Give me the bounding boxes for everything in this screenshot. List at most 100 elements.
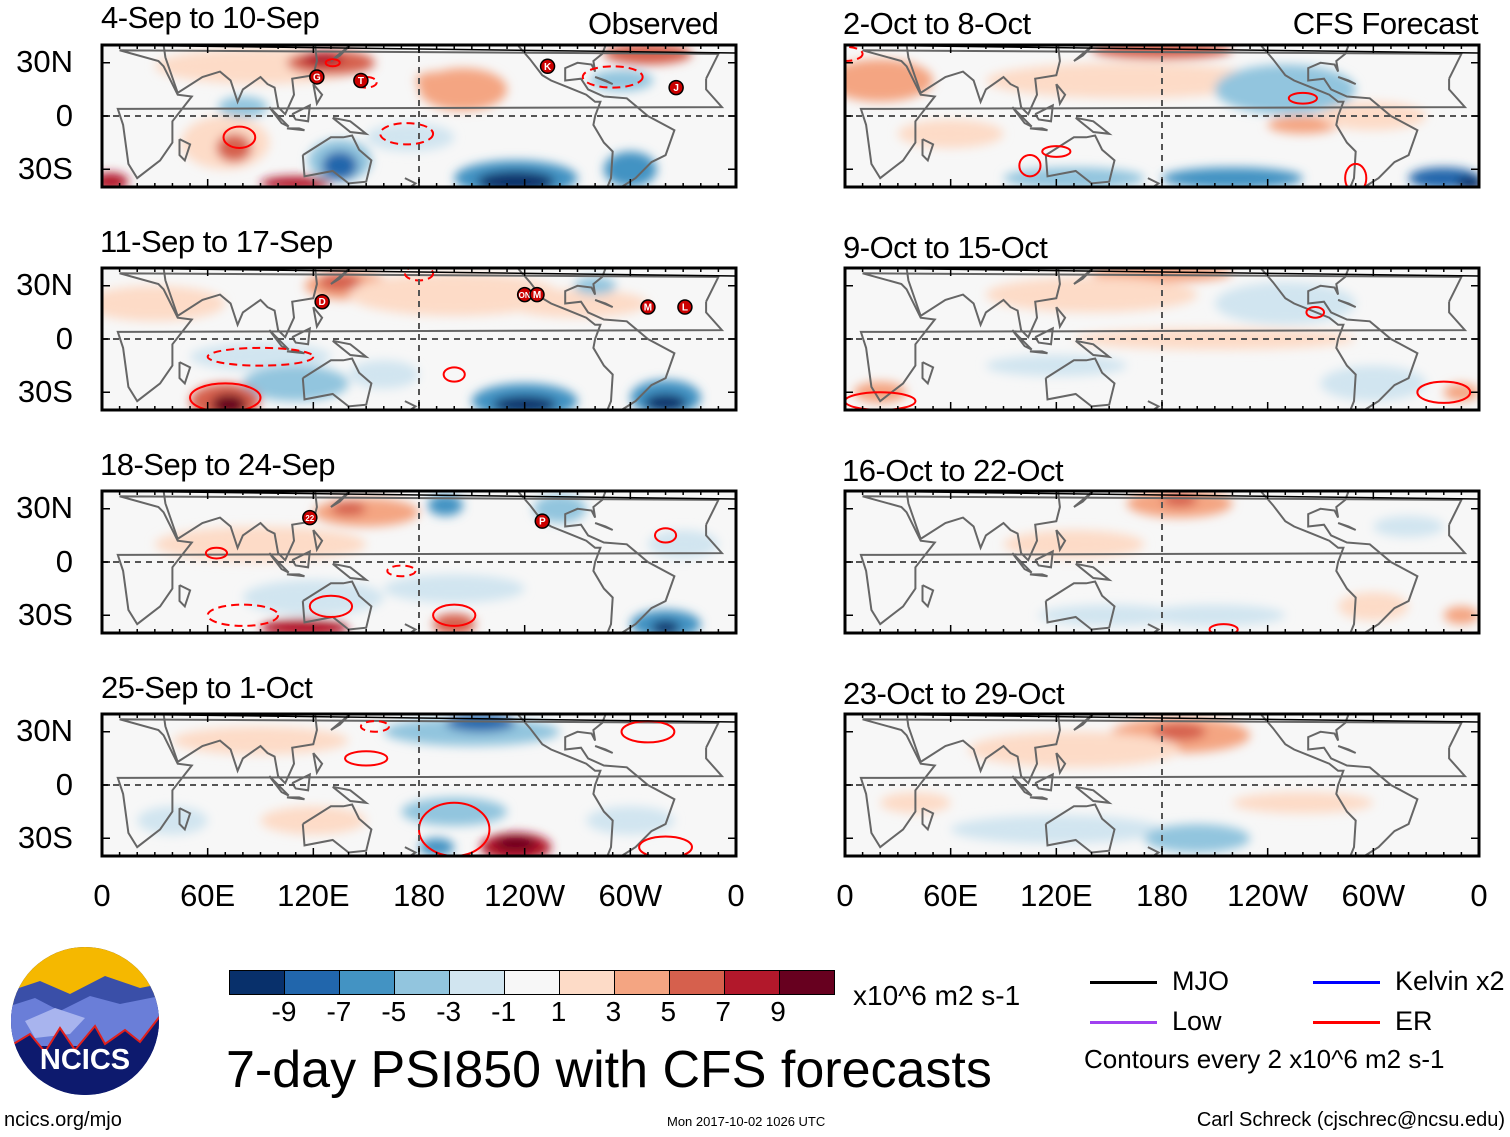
coastline xyxy=(921,138,935,163)
coastline xyxy=(594,298,614,309)
coastline xyxy=(594,76,614,86)
coastline xyxy=(332,562,370,582)
anomaly-region xyxy=(1073,328,1356,350)
storm-label: 22 xyxy=(305,514,314,523)
anomaly-region xyxy=(1232,792,1374,814)
coastline xyxy=(1034,326,1055,346)
coastline xyxy=(178,138,192,163)
coastline xyxy=(301,803,373,854)
coastline xyxy=(291,103,311,123)
anomaly-region xyxy=(366,123,455,152)
er-contour xyxy=(354,75,378,89)
colorbar-swatch xyxy=(504,971,559,994)
storm-label: J xyxy=(673,83,679,94)
y-tick-label: 30S xyxy=(17,151,73,186)
anomaly-region xyxy=(603,45,692,65)
coastline xyxy=(286,796,305,801)
anomaly-region xyxy=(415,71,458,90)
coastline xyxy=(859,495,1468,626)
colorbar-label: 5 xyxy=(660,996,677,1027)
storm-label: M xyxy=(644,303,652,314)
coastline xyxy=(330,45,352,62)
x-tick-label: 0 xyxy=(1470,878,1488,913)
anomaly-region xyxy=(950,815,1162,844)
er-contour xyxy=(206,603,280,627)
storm-marker: G xyxy=(309,69,325,85)
colorbar-swatch xyxy=(394,971,449,994)
coastline xyxy=(286,350,305,355)
anomaly-region xyxy=(445,714,516,732)
coastline xyxy=(116,49,725,180)
colorbar-swatch xyxy=(230,971,284,994)
coastline xyxy=(859,718,1468,849)
coastline xyxy=(564,45,676,187)
colorbar-label: -1 xyxy=(491,996,517,1027)
coastline xyxy=(859,272,1468,403)
anomaly-region xyxy=(242,365,349,402)
anomaly-region xyxy=(1320,365,1427,402)
anomaly-region xyxy=(589,69,654,92)
y-tick-label: 0 xyxy=(55,544,73,579)
coastline xyxy=(1029,796,1048,801)
coastline xyxy=(1307,491,1419,633)
colorbar-swatch xyxy=(339,971,394,994)
er-contour xyxy=(379,122,435,146)
coastline xyxy=(921,807,935,832)
er-contour xyxy=(581,65,644,89)
coastline xyxy=(1029,350,1048,355)
anomaly-region xyxy=(330,501,367,516)
x-tick-label: 60E xyxy=(923,878,979,913)
map-panel: G T K J xyxy=(100,43,738,189)
coastline xyxy=(1055,529,1067,553)
anomaly-region xyxy=(603,151,657,187)
coastline xyxy=(286,573,305,578)
anomaly-region xyxy=(348,273,560,316)
map-panel xyxy=(843,489,1481,635)
colorbar-label: 7 xyxy=(715,996,731,1027)
er-contour xyxy=(324,58,341,68)
coastline xyxy=(1044,580,1116,631)
er-contour xyxy=(442,366,466,383)
y-tick-label: 30N xyxy=(16,44,73,79)
y-tick-label: 0 xyxy=(55,98,73,133)
footer-url[interactable]: ncics.org/mjo xyxy=(4,1109,122,1131)
anomaly-region xyxy=(401,797,508,826)
coastline xyxy=(301,134,373,185)
coastline xyxy=(1055,306,1067,330)
logo-graphic xyxy=(11,947,159,1095)
storm-label: L xyxy=(682,303,688,314)
y-tick-label: 30N xyxy=(16,713,73,748)
footer-timestamp: Mon 2017-10-02 1026 UTC xyxy=(667,1114,826,1129)
colorbar-label: 9 xyxy=(770,996,786,1027)
coastline xyxy=(162,714,318,785)
er-contour xyxy=(1344,162,1368,187)
map-panel: 22 P xyxy=(100,489,738,635)
colorbar-label: -3 xyxy=(436,996,462,1027)
legend-label: ER xyxy=(1395,1006,1433,1036)
coastline xyxy=(312,83,324,107)
anomaly-region xyxy=(154,526,367,562)
coastline xyxy=(301,580,373,631)
colorbar-label: -5 xyxy=(381,996,407,1027)
anomaly-region xyxy=(647,530,719,559)
panel-title: 2-Oct to 8-Oct xyxy=(843,6,1031,41)
coastline xyxy=(301,357,373,408)
er-contour xyxy=(204,546,229,560)
coastline xyxy=(1075,785,1113,805)
map-panel xyxy=(843,43,1481,189)
er-contour xyxy=(359,720,391,733)
storm-label: T xyxy=(358,76,364,87)
er-contour xyxy=(189,382,262,410)
coastline xyxy=(921,584,935,609)
observed-label: Observed xyxy=(588,6,719,41)
storm-label: G xyxy=(313,72,321,83)
colorbar-swatch xyxy=(284,971,339,994)
coastline xyxy=(330,491,352,508)
er-contour xyxy=(386,564,417,578)
coastline xyxy=(905,45,1061,116)
er-contour xyxy=(1041,145,1072,158)
anomaly-region xyxy=(102,285,226,322)
legend-line xyxy=(1313,1021,1380,1024)
coastline xyxy=(1029,573,1048,578)
